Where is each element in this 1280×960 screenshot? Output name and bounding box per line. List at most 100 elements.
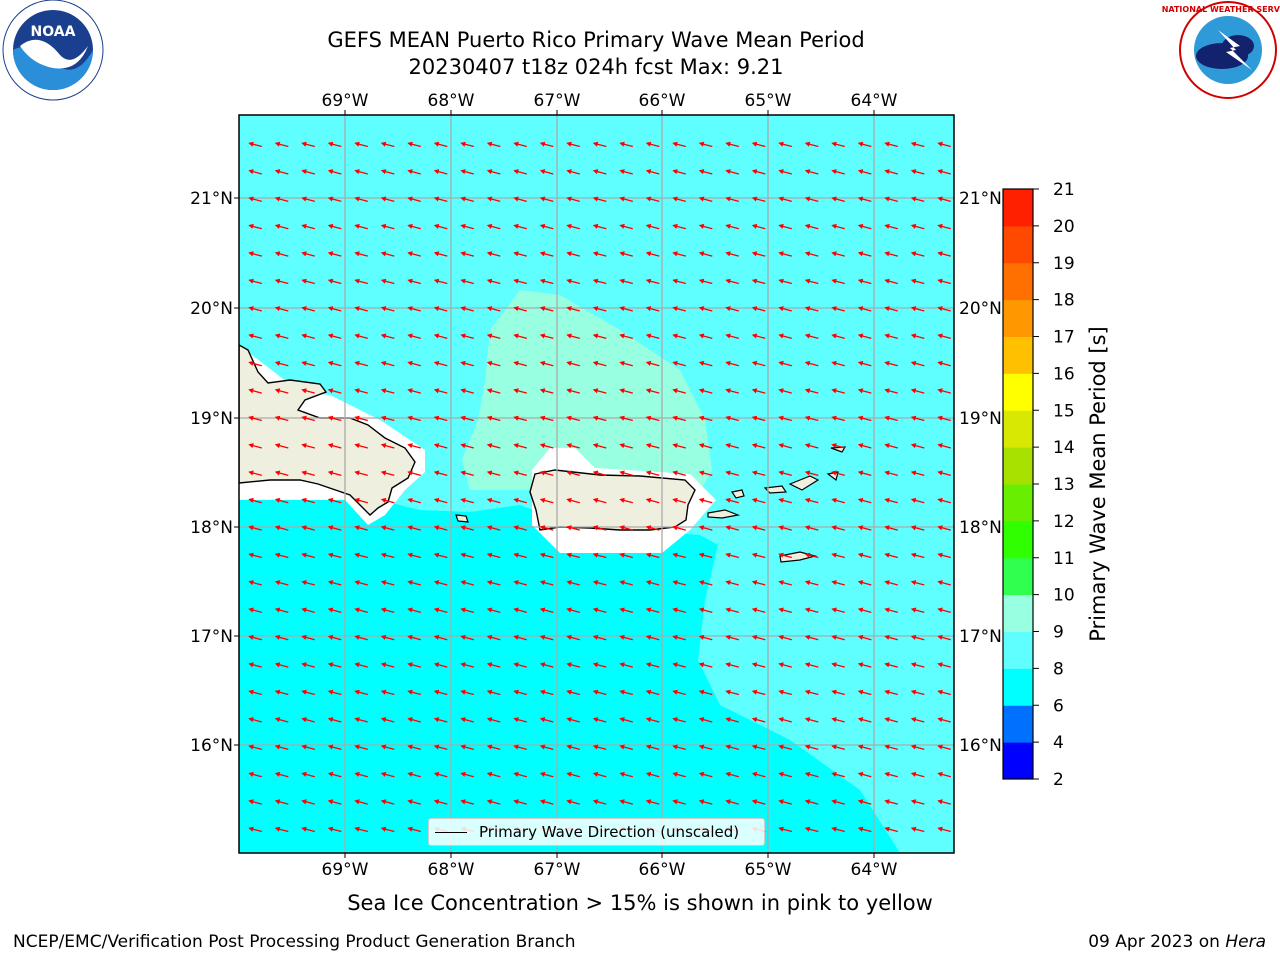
wave-arrow — [831, 552, 845, 559]
wave-arrow — [884, 717, 898, 723]
wave-arrow — [884, 251, 898, 257]
wave-arrow — [592, 662, 607, 668]
wave-arrow — [380, 333, 395, 339]
wave-arrow — [910, 443, 925, 449]
wave-arrow — [698, 689, 713, 696]
wave-arrow — [884, 771, 898, 778]
wave-arrow — [327, 333, 342, 339]
wave-arrow — [645, 141, 660, 148]
wave-arrow — [539, 360, 554, 367]
wave-arrow — [645, 415, 660, 422]
wave-arrow — [327, 580, 342, 586]
wave-arrow — [486, 169, 501, 175]
wave-arrow — [433, 415, 448, 422]
wave-arrow — [380, 744, 395, 750]
virgin-islands — [763, 446, 847, 494]
wave-arrow — [248, 415, 262, 422]
wave-arrow — [592, 552, 607, 559]
wave-arrow — [725, 470, 739, 476]
colorbar-tick-label: 21 — [1053, 180, 1075, 200]
wave-arrow — [274, 662, 289, 668]
wave-arrow — [486, 141, 501, 148]
wave-arrow — [354, 552, 368, 559]
noaa-logo-text: NOAA — [31, 24, 76, 40]
wave-arrow — [433, 634, 448, 641]
wave-arrow — [592, 415, 607, 422]
wave-arrow — [513, 415, 527, 422]
wave-arrow — [354, 771, 368, 778]
wave-arrow — [301, 799, 315, 805]
colorbar-ticks: 21 20 19 18 17 16 15 14 13 12 11 10 9 8 6 4 2 — [1033, 180, 1075, 790]
wave-arrow — [486, 525, 501, 531]
map-plot-area — [239, 115, 954, 862]
wave-arrow — [698, 169, 713, 175]
wave-arrow — [645, 552, 660, 559]
wave-arrow — [301, 196, 315, 202]
wave-arrow — [327, 799, 342, 805]
lon-label-bottom: 67°W — [534, 860, 581, 880]
wave-arrow — [248, 443, 262, 449]
wave-arrow — [433, 223, 448, 230]
wave-arrow — [857, 333, 872, 339]
wave-arrow — [301, 744, 315, 750]
wave-arrow — [460, 799, 474, 805]
wave-arrow — [778, 525, 792, 531]
wave-arrow — [804, 306, 819, 312]
wave-arrow — [857, 306, 872, 312]
wave-arrow — [354, 580, 368, 586]
wave-arrow — [884, 525, 898, 531]
wave-arrow — [619, 169, 633, 175]
wave-arrow — [778, 744, 792, 750]
wave-arrow — [910, 853, 925, 862]
wave-arrow — [725, 662, 739, 668]
wave-arrow — [778, 580, 792, 586]
wave-arrow — [937, 196, 951, 202]
wave-arrow — [910, 826, 925, 833]
wave-arrow — [513, 333, 527, 339]
wave-arrow — [486, 223, 501, 230]
wave-arrow — [513, 799, 527, 805]
wave-arrow — [645, 799, 660, 805]
wave-arrow — [433, 717, 448, 723]
wave-arrow — [407, 360, 421, 367]
wave-arrow — [380, 662, 395, 668]
wave-arrow — [433, 580, 448, 586]
wave-arrow — [884, 360, 898, 367]
wave-arrow — [751, 278, 766, 285]
wave-arrow — [380, 525, 395, 531]
wave-arrow — [566, 169, 580, 175]
wave-arrow — [884, 607, 898, 613]
wave-arrow — [433, 662, 448, 668]
wave-arrow — [460, 552, 474, 559]
wave-arrow — [248, 223, 262, 230]
wave-arrow — [274, 853, 289, 862]
wave-arrow — [460, 525, 474, 531]
wave-arrow — [248, 333, 262, 339]
wave-arrow — [486, 443, 501, 449]
wave-arrow — [778, 826, 792, 833]
wave-arrow — [751, 443, 766, 449]
wave-arrow — [460, 196, 474, 202]
wave-arrow — [645, 169, 660, 175]
wave-arrow — [857, 826, 872, 833]
wave-arrow — [513, 169, 527, 175]
wave-arrow — [884, 196, 898, 202]
wave-arrow — [672, 306, 686, 312]
wave-arrow — [407, 470, 421, 476]
wave-arrow — [513, 771, 527, 778]
wave-arrow — [539, 169, 554, 175]
wave-arrow — [354, 799, 368, 805]
wave-arrow — [831, 634, 845, 641]
wave-arrow — [725, 744, 739, 750]
wave-arrow — [804, 607, 819, 613]
wave-arrow — [937, 306, 951, 312]
wave-arrow — [804, 223, 819, 230]
colorbar-segment — [1003, 262, 1033, 301]
wave-arrow — [327, 141, 342, 148]
wave-arrow — [910, 196, 925, 202]
wave-arrow — [248, 689, 262, 696]
puerto-rico-land — [529, 469, 696, 531]
wave-arrow — [274, 607, 289, 613]
wave-arrow — [327, 662, 342, 668]
wave-arrow — [672, 607, 686, 613]
